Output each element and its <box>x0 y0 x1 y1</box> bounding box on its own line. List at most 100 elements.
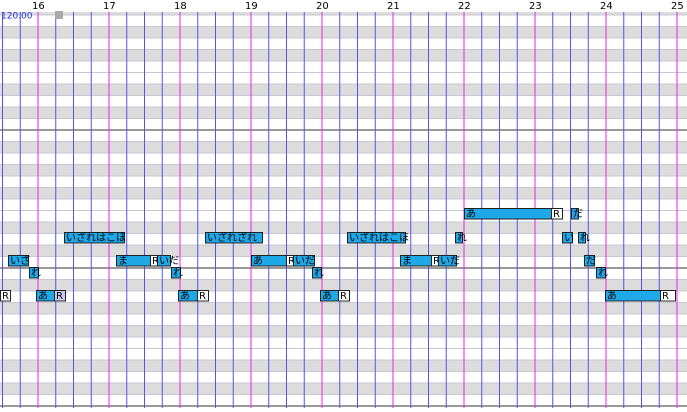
note: れ <box>312 267 324 279</box>
note: あ <box>605 290 661 302</box>
black-key-row <box>0 279 687 291</box>
measure-number: 18 <box>174 1 187 12</box>
black-key-row <box>0 107 687 119</box>
note-box <box>571 208 579 220</box>
note-lyric: ま <box>118 255 128 267</box>
note-box <box>8 255 29 267</box>
note-box <box>596 267 606 279</box>
measure-number: 20 <box>316 1 329 12</box>
note: いざれはこほ <box>347 231 409 244</box>
note-box <box>455 232 463 244</box>
tempo: 120.00 <box>1 12 33 22</box>
note-lyric: あ <box>38 290 48 302</box>
note: いざ <box>8 254 30 267</box>
note-lyric: あ <box>180 290 190 302</box>
note: ま <box>400 255 432 267</box>
ruler <box>0 0 687 12</box>
note: れ <box>171 267 183 279</box>
note: あ <box>464 208 552 220</box>
note: R <box>197 290 209 302</box>
note: いだ <box>293 255 315 267</box>
note: あ <box>251 255 287 267</box>
note-box <box>171 267 181 279</box>
tempo-marker <box>55 11 63 19</box>
black-key-row <box>0 360 687 372</box>
measure-number: 17 <box>103 1 116 12</box>
note: あ <box>320 290 339 302</box>
note-lyric: あ <box>253 255 263 267</box>
measure-number: 16 <box>32 1 45 12</box>
note-box <box>562 232 573 244</box>
note: だ <box>571 208 583 220</box>
note-box <box>660 290 676 302</box>
measure-number: 24 <box>600 1 613 12</box>
note-lyric: あ <box>322 290 332 302</box>
note-lyric: R <box>340 291 347 302</box>
note: いだ <box>157 255 179 267</box>
note-lyric: R <box>433 256 440 267</box>
note: あ <box>178 290 198 302</box>
note-lyric: いだ <box>159 255 179 267</box>
note-lyric: あ <box>466 208 476 220</box>
black-key-row <box>0 164 687 176</box>
note-box <box>338 290 350 302</box>
measure-number: 19 <box>245 1 258 12</box>
note-box <box>64 232 125 244</box>
note-box <box>551 208 563 220</box>
note: いだ <box>438 255 460 267</box>
note-lyric: いざれはこほ <box>349 231 409 244</box>
note: だ <box>584 255 596 267</box>
note: R <box>54 290 66 302</box>
black-key-row <box>0 245 687 257</box>
black-key-row <box>0 302 687 314</box>
black-key-row <box>0 84 687 96</box>
note-box <box>347 232 406 244</box>
black-key-row <box>0 222 687 234</box>
note: れ <box>596 267 608 279</box>
note: れ <box>578 232 590 244</box>
note-box <box>312 267 322 279</box>
measure-number: 22 <box>458 1 471 12</box>
note-lyric: れ <box>457 232 467 244</box>
black-key-row <box>0 26 687 38</box>
black-key-row <box>0 325 687 337</box>
note-box <box>205 232 263 244</box>
note-lyric: いだ <box>440 255 460 267</box>
note-box <box>54 290 66 302</box>
note-lyric: れ <box>598 267 608 279</box>
note-lyric: R <box>56 291 63 302</box>
note: R <box>660 290 676 302</box>
note: あ <box>36 290 55 302</box>
note-box <box>578 232 586 244</box>
note-lyric: R <box>288 256 295 267</box>
note-lyric: いざれはこほ <box>66 231 126 244</box>
note-lyric: ま <box>402 255 412 267</box>
note: ま <box>116 255 151 267</box>
note: R <box>0 290 11 302</box>
note-lyric: いざ <box>10 254 30 267</box>
measure-number: 25 <box>671 1 684 12</box>
note: いざれざれ <box>205 231 263 244</box>
note-lyric: R <box>662 291 669 302</box>
note-lyric: あ <box>607 290 617 302</box>
note-lyric: いだ <box>295 255 315 267</box>
note-lyric: れ <box>580 232 590 244</box>
notes: あ R だいざれはこほ いざれざれ いざれはこほれいれいざま R いだあ R いだま R いだ だれれ… <box>0 208 676 302</box>
measure-number: 23 <box>529 1 542 12</box>
note-lyric: れ <box>314 267 324 279</box>
black-key-row <box>0 383 687 395</box>
note-lyric: い <box>564 233 574 244</box>
note-lyric: R <box>199 291 206 302</box>
note-lyric: R <box>2 291 9 302</box>
note-box <box>0 290 11 302</box>
note-lyric: R <box>152 256 159 267</box>
note: いざれはこほ <box>64 231 126 244</box>
note-box <box>438 255 457 267</box>
note: R <box>338 290 350 302</box>
note-box <box>197 290 209 302</box>
note-box <box>464 208 552 220</box>
note: い <box>562 232 574 244</box>
note-lyric: だ <box>573 208 583 220</box>
note-lyric: いざれざれ <box>207 231 257 244</box>
